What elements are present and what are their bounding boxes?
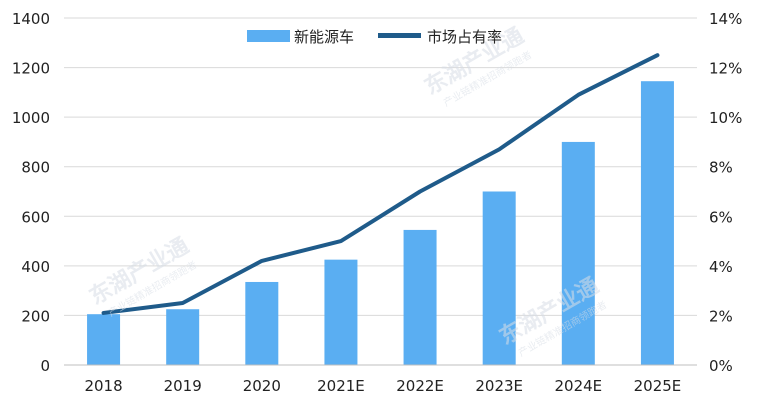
bar-2019 (166, 309, 200, 365)
y-axis-right: 0% 2% 4% 6% 8% 10% 12% 14% (709, 10, 742, 375)
bar-2024E (561, 141, 595, 365)
legend-swatch-line (378, 33, 421, 38)
market-share-line (101, 53, 660, 315)
bar-2021E (324, 259, 358, 365)
x-tick-label: 2020 (243, 377, 281, 395)
y-right-tick-label: 6% (709, 208, 733, 226)
y-left-tick-label: 200 (21, 307, 50, 325)
legend-swatch-bar (247, 30, 290, 42)
y-left-tick-label: 1400 (12, 10, 50, 28)
bar-2022E (403, 229, 437, 365)
y-left-tick-label: 1200 (12, 60, 50, 78)
x-tick-label: 2021E (317, 377, 365, 395)
x-tick-label: 2019 (164, 377, 202, 395)
legend: 新能源车 市场占有率 (247, 28, 502, 46)
y-right-tick-label: 10% (709, 109, 742, 127)
x-axis: 2018 2019 2020 2021E 2022E 2023E 2024E 2025E (64, 364, 697, 395)
y-left-tick-label: 600 (21, 208, 50, 226)
y-right-tick-label: 2% (709, 307, 733, 325)
line-series (101, 53, 660, 315)
y-axis-left: 0 200 400 600 800 1000 1200 1400 (12, 10, 50, 375)
y-right-tick-label: 4% (709, 258, 733, 276)
y-right-tick-label: 0% (709, 357, 733, 375)
x-tick-label: 2024E (554, 377, 602, 395)
bar-2023E (482, 191, 516, 365)
y-left-tick-label: 1000 (12, 109, 50, 127)
legend-label-line: 市场占有率 (427, 28, 502, 46)
bar-2020 (245, 281, 279, 365)
x-tick-label: 2022E (396, 377, 444, 395)
bar-2018 (87, 314, 121, 365)
x-tick-label: 2023E (475, 377, 523, 395)
y-right-tick-label: 12% (709, 60, 742, 78)
y-left-tick-label: 0 (40, 357, 50, 375)
x-tick-label: 2025E (634, 377, 682, 395)
y-right-tick-label: 14% (709, 10, 742, 28)
y-right-tick-label: 8% (709, 159, 733, 177)
y-left-tick-label: 400 (21, 258, 50, 276)
bar-series (87, 81, 674, 365)
bar-2025E (640, 81, 674, 365)
legend-label-bar: 新能源车 (294, 28, 354, 46)
x-tick-label: 2018 (84, 377, 122, 395)
y-left-tick-label: 800 (21, 159, 50, 177)
